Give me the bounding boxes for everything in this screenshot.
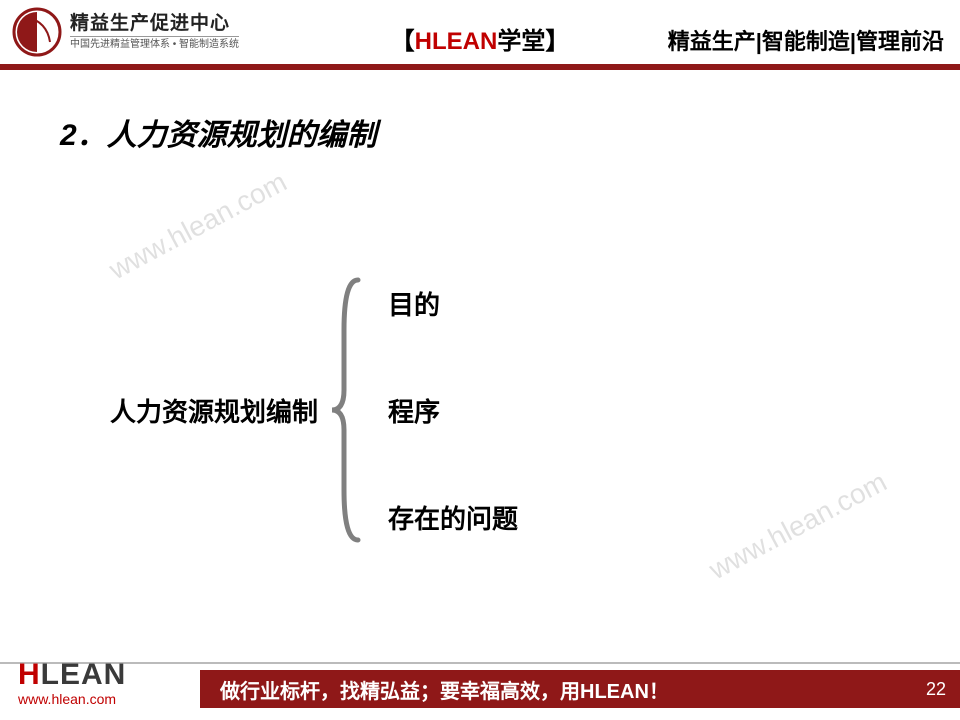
hlean-red: HLEAN: [415, 28, 498, 55]
watermark: www.hlean.com: [104, 166, 292, 286]
logo-block: 精益生产促进中心 中国先进精益管理体系 • 智能制造系统: [12, 7, 239, 57]
header: 精益生产促进中心 中国先进精益管理体系 • 智能制造系统 【HLEAN学堂】 精…: [0, 0, 960, 70]
diagram-root: 人力资源规划编制: [110, 392, 318, 429]
footer-divider: [0, 662, 960, 664]
diagram-items: 目的 程序 存在的问题: [388, 285, 518, 536]
diagram-item: 目的: [388, 285, 518, 322]
diagram-item: 存在的问题: [388, 499, 518, 536]
footer-logo-h: H: [18, 658, 41, 691]
header-center-title: 【HLEAN学堂】: [391, 21, 570, 56]
section-title: 2．人力资源规划的编制: [60, 110, 910, 154]
diagram-item: 程序: [388, 392, 518, 429]
footer-logo-lean: LEAN: [41, 658, 127, 691]
footer-logo: HLEAN www.hlean.com: [18, 660, 126, 706]
watermark: www.hlean.com: [704, 466, 892, 586]
header-right-text: 精益生产|智能制造|管理前沿: [668, 24, 944, 56]
brace-diagram: 人力资源规划编制 目的 程序 存在的问题: [110, 270, 518, 550]
logo-icon: [12, 7, 62, 57]
footer-slogan: 做行业标杆，找精弘益；要幸福高效，用HLEAN！: [220, 675, 669, 704]
footer-url: www.hlean.com: [18, 692, 126, 706]
footer: HLEAN www.hlean.com 做行业标杆，找精弘益；要幸福高效，用HL…: [0, 650, 960, 720]
logo-subtitle: 中国先进精益管理体系 • 智能制造系统: [70, 36, 239, 50]
logo-text: 精益生产促进中心 中国先进精益管理体系 • 智能制造系统: [70, 14, 239, 51]
brace-icon: [328, 270, 368, 550]
bracket-left: 【: [391, 28, 415, 55]
logo-title: 精益生产促进中心: [70, 14, 239, 35]
footer-logo-text: HLEAN: [18, 660, 126, 690]
bracket-right: 】: [545, 28, 569, 55]
page-number: 22: [926, 679, 946, 700]
content-area: 2．人力资源规划的编制 www.hlean.com www.hlean.com …: [0, 70, 960, 640]
xuetang-black: 学堂: [497, 28, 545, 55]
footer-bar: 做行业标杆，找精弘益；要幸福高效，用HLEAN！ 22: [200, 670, 960, 708]
